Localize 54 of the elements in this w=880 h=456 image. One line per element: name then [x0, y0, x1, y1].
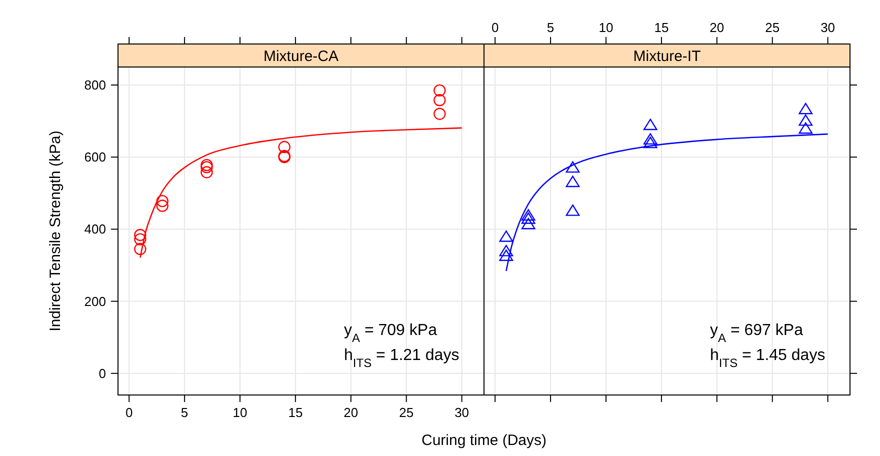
point [200, 166, 213, 178]
x-tick-label: 25 [399, 405, 414, 420]
chart-title: Mixture-IT [633, 48, 701, 65]
point [200, 158, 213, 172]
point [566, 161, 580, 173]
y-tick-label: 0 [98, 366, 106, 381]
point [278, 140, 290, 154]
x-tick-label: 15 [654, 20, 669, 35]
x-tick-label: 30 [454, 405, 470, 420]
x-tick-label: 0 [491, 20, 499, 35]
x-tick-label: 25 [765, 20, 780, 35]
point [566, 176, 580, 188]
y-tick-label: 800 [84, 78, 106, 93]
x-tick-label: 30 [820, 20, 836, 35]
x-axis-title: Curing time (Days) [421, 432, 547, 449]
chart-title: Mixture-CA [263, 48, 339, 65]
point [499, 244, 514, 256]
annotation: y$_{A}$ = 697 kPa [710, 322, 804, 345]
point [434, 84, 446, 97]
point [156, 200, 168, 212]
point [798, 122, 813, 134]
annotation: h$_{ITS}$ = 1.45 days [710, 347, 826, 370]
x-tick-label: 5 [180, 405, 188, 420]
x-tick-label: 20 [344, 405, 358, 420]
point [798, 102, 813, 114]
y-tick-label: 600 [84, 150, 106, 165]
point [499, 250, 514, 261]
point [434, 108, 446, 120]
x-tick-label: 0 [125, 405, 133, 420]
point [643, 118, 658, 130]
point [499, 230, 514, 242]
point [156, 194, 168, 208]
x-tick-label: 10 [598, 20, 614, 35]
y-tick-label: 200 [84, 294, 106, 309]
point [434, 94, 446, 106]
x-tick-label: 20 [710, 20, 724, 35]
point [521, 209, 536, 221]
annotation: y$_{A}$ = 709 kPa [344, 322, 438, 345]
point [566, 204, 580, 216]
point [134, 233, 146, 246]
point [643, 133, 658, 145]
annotation: h$_{ITS}$ = 1.21 days [344, 347, 460, 370]
point [643, 136, 658, 148]
point [521, 218, 536, 230]
y-axis-title: Indirect Tensile Strength (kPa) [47, 130, 64, 332]
point [200, 161, 213, 174]
point [521, 212, 536, 224]
x-tick-label: 5 [546, 20, 554, 35]
y-tick-label: 400 [84, 222, 106, 237]
point [134, 242, 146, 256]
point [798, 114, 813, 126]
x-tick-label: 15 [288, 405, 303, 420]
x-tick-label: 10 [232, 405, 248, 420]
point [134, 228, 146, 242]
